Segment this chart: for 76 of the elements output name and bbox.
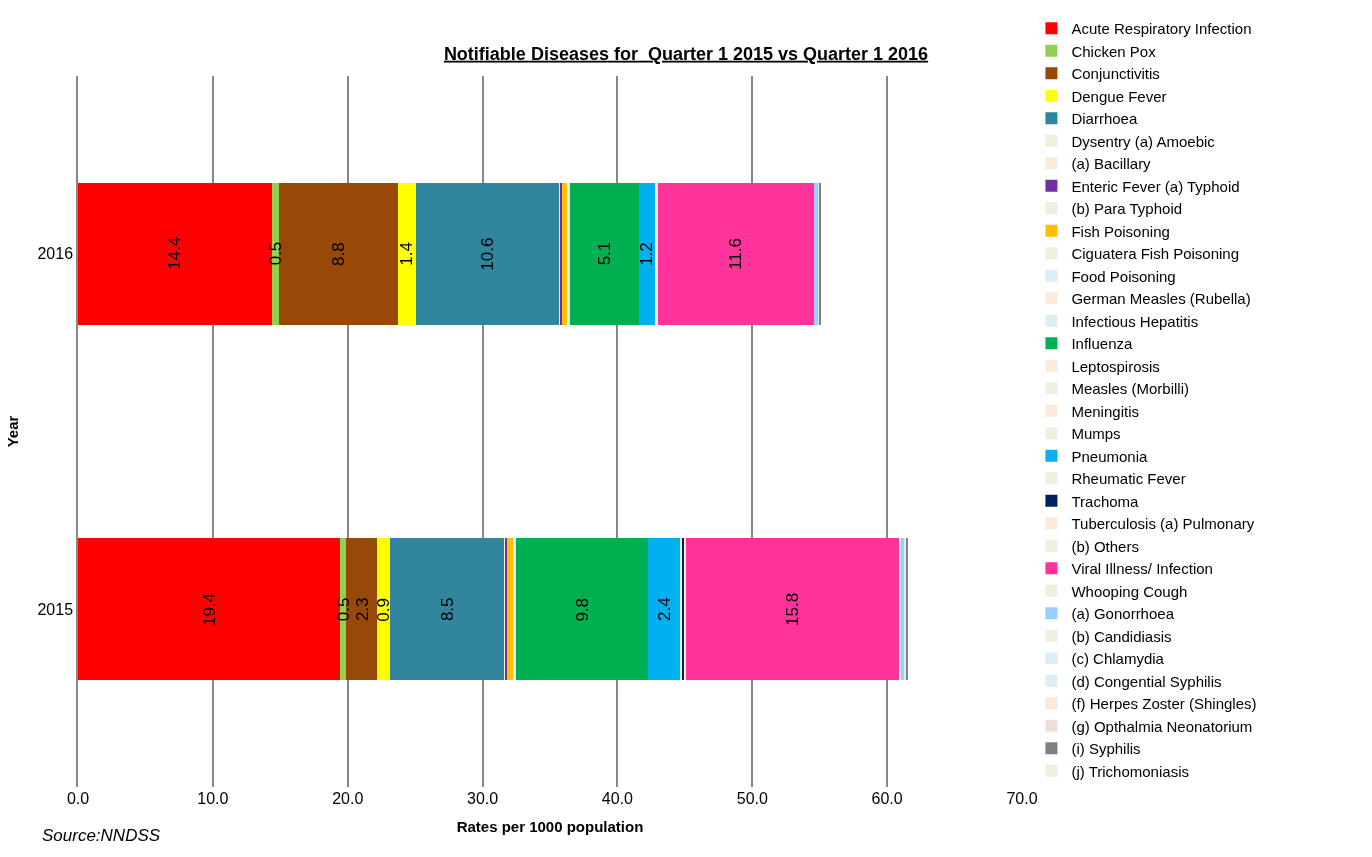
- bar: [377, 538, 390, 681]
- bar: [814, 182, 819, 325]
- legend-label: Viral Illness/ Infection: [1071, 560, 1213, 578]
- legend-label: Influenza: [1071, 335, 1133, 353]
- x-tick-label: 30.0: [467, 790, 499, 807]
- legend-label: Tuberculosis (a) Pulmonary: [1071, 515, 1255, 533]
- legend-label: Fish Poisoning: [1071, 222, 1170, 240]
- bar: [516, 538, 649, 681]
- bar: [416, 182, 560, 325]
- bar: [648, 538, 681, 681]
- bar: [562, 182, 568, 325]
- y-axis-title: Year: [4, 415, 22, 448]
- data-label: 2.3: [352, 597, 372, 622]
- y-tick-label: 2015: [37, 600, 74, 618]
- legend-label: (b) Candidiasis: [1071, 627, 1172, 645]
- legend-label: Food Poisoning: [1071, 267, 1176, 285]
- data-label: 0.5: [333, 597, 353, 622]
- y-tick-label: 2016: [37, 245, 74, 263]
- data-label: 5.1: [594, 241, 614, 266]
- legend-label: (a) Bacillary: [1071, 155, 1152, 173]
- legend-label: German Measles (Rubella): [1071, 290, 1251, 308]
- data-label: 2.4: [655, 597, 675, 621]
- x-tick-label: 20.0: [332, 790, 364, 807]
- legend-label: Enteric Fever (a) Typhoid: [1071, 177, 1240, 195]
- legend-label: Ciguatera Fish Poisoning: [1071, 245, 1240, 263]
- data-label: 14.4: [165, 236, 185, 270]
- legend-label: Chicken Pox: [1071, 42, 1157, 60]
- legend-label: Pneumonia: [1071, 447, 1148, 465]
- legend-label: (g) Opthalmia Neonatorium: [1071, 717, 1253, 735]
- source-note: Source:NNDSS: [42, 826, 161, 845]
- data-label: 8.8: [328, 242, 348, 267]
- data-label: 8.5: [437, 597, 457, 622]
- data-label: 15.8: [783, 592, 803, 626]
- legend-label: (b) Others: [1071, 537, 1139, 555]
- chart-title: Notifiable Diseases for Quarter 1 2015 vs Quarter 1 2016: [443, 43, 929, 64]
- legend-label: Diarrhoea: [1071, 110, 1138, 128]
- data-label: 11.6: [726, 238, 746, 270]
- legend-label: Conjunctivitis: [1071, 65, 1160, 83]
- legend-label: Trachoma: [1071, 492, 1140, 510]
- data-label: 19.4: [199, 592, 219, 627]
- legend-label: (d) Congential Syphilis: [1071, 672, 1222, 690]
- bar: [686, 538, 900, 681]
- bar: [657, 182, 815, 325]
- bar: [570, 182, 640, 325]
- bar: [397, 182, 417, 325]
- legend-label: Leptospirosis: [1071, 357, 1160, 375]
- legend-label: Infectious Hepatitis: [1071, 312, 1199, 330]
- x-axis-title: Rates per 1000 population: [456, 818, 644, 835]
- data-label: 1.4: [397, 242, 417, 266]
- data-label: 1.2: [637, 242, 657, 266]
- bar: [639, 182, 656, 325]
- x-tick-label: 50.0: [736, 790, 768, 807]
- legend-label: Measles (Morbilli): [1071, 380, 1189, 398]
- legend-label: (j) Trichomoniasis: [1071, 762, 1189, 780]
- legend-label: Acute Respiratory Infection: [1071, 20, 1252, 38]
- legend-label: (a) Gonorrhoea: [1071, 605, 1175, 623]
- x-tick-label: 60.0: [871, 790, 903, 807]
- legend-label: Mumps: [1071, 425, 1121, 443]
- legend-label: (b) Para Typhoid: [1071, 200, 1183, 218]
- data-label: 9.8: [573, 597, 593, 622]
- data-label: 0.9: [374, 598, 394, 622]
- legend-label: Whooping Cough: [1071, 582, 1188, 600]
- legend-label: (f) Herpes Zoster (Shingles): [1071, 695, 1257, 713]
- x-tick-label: 10.0: [197, 790, 229, 807]
- legend-label: Dengue Fever: [1071, 87, 1167, 105]
- x-tick-label: 0.0: [66, 790, 90, 807]
- legend-label: Rheumatic Fever: [1071, 470, 1186, 488]
- x-tick-label: 70.0: [1006, 790, 1038, 807]
- bar: [389, 538, 505, 681]
- legend-label: Meningitis: [1071, 402, 1139, 420]
- data-label: 0.5: [265, 241, 285, 266]
- legend-label: Dysentry (a) Amoebic: [1071, 132, 1216, 150]
- data-label: 10.6: [478, 237, 498, 271]
- legend-label: (i) Syphilis: [1071, 740, 1141, 758]
- x-tick-label: 40.0: [601, 790, 634, 807]
- legend-label: (c) Chlamydia: [1071, 650, 1165, 668]
